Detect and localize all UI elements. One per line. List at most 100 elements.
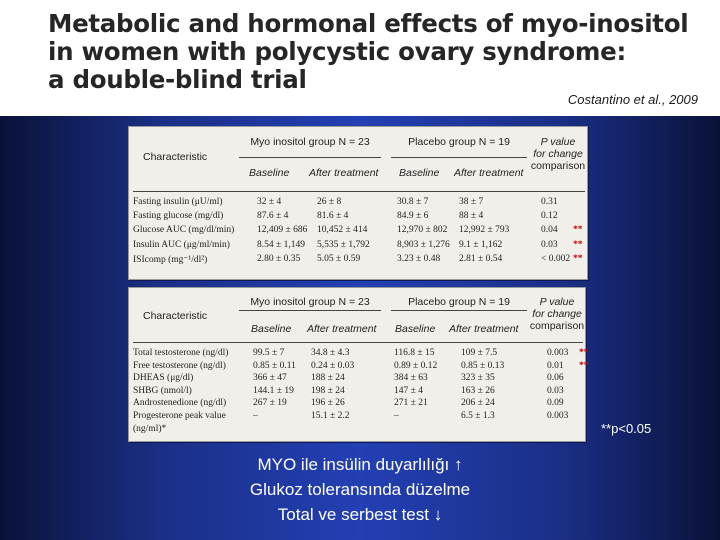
table-cell-myo-base: 8.54 ± 1,149 xyxy=(257,239,305,250)
table-cell-pl-after: 12,992 ± 793 xyxy=(459,225,510,236)
table-cell-myo-after: 188 ± 24 xyxy=(311,373,345,384)
significance-stars: ** xyxy=(579,360,589,371)
table-cell-label: Fasting insulin (μU/ml) xyxy=(133,197,223,207)
table-cell-pl-after: 88 ± 4 xyxy=(459,211,484,222)
table-cell-myo-base: 144.1 ± 19 xyxy=(253,385,294,396)
table-cell-p: 0.03 xyxy=(547,385,564,396)
table-cell-label: Fasting glucose (mg/dl) xyxy=(133,211,224,222)
after-treatment-header: After treatment xyxy=(449,323,519,335)
table-cell-pl-base: 147 ± 4 xyxy=(394,385,423,396)
table-cell-p: 0.003 xyxy=(547,348,569,358)
citation: Costantino et al., 2009 xyxy=(567,92,698,107)
after-treatment-header: After treatment xyxy=(309,167,379,179)
table-cell-myo-after: 196 ± 26 xyxy=(311,398,345,409)
table-cell-myo-after: 0.24 ± 0.03 xyxy=(311,360,355,371)
table-cell-label: Androstenedione (ng/dl) xyxy=(133,398,227,409)
table-cell-pl-base: 271 ± 21 xyxy=(394,398,428,409)
title-line-2: in women with polycystic ovary syndrome: xyxy=(48,37,626,66)
table-cell-myo-base: 267 ± 19 xyxy=(253,398,287,409)
divider xyxy=(133,191,585,192)
table-cell-label: ISIcomp (mg⁻¹/dl²) xyxy=(133,254,208,265)
table-cell-pl-base: 30.8 ± 7 xyxy=(397,197,429,207)
table-cell-pl-after: 323 ± 35 xyxy=(461,373,495,384)
table-cell-myo-after: 81.6 ± 4 xyxy=(317,211,349,222)
table-cell-myo-base: 87.6 ± 4 xyxy=(257,211,289,222)
table-cell-pl-after: 0.85 ± 0.13 xyxy=(461,360,505,371)
table-row: DHEAS (μg/dl) 366 ± 47 188 ± 24 384 ± 63 323… xyxy=(129,373,585,385)
table-cell-p: 0.01 xyxy=(547,360,564,371)
table-row: Glucose AUC (mg/dl/min) 12,409 ± 686 10,45… xyxy=(129,225,587,237)
significance-stars: ** xyxy=(579,348,589,358)
divider xyxy=(239,310,381,311)
baseline-header: Baseline xyxy=(251,323,292,335)
table-cell-pl-after: 9.1 ± 1,162 xyxy=(459,239,503,250)
table-cell-myo-base: 0.85 ± 0.11 xyxy=(253,360,296,371)
arrow-up-icon: ↑ xyxy=(454,455,463,474)
table-cell-pl-after: 6.5 ± 1.3 xyxy=(461,411,495,421)
table-cell-pl-base: 3.23 ± 0.48 xyxy=(397,253,441,264)
title-area: Metabolic and hormonal effects of myo-in… xyxy=(0,0,720,116)
table-cell-p: 0.04 xyxy=(541,225,558,236)
table-cell-label: Total testosterone (ng/dl) xyxy=(133,348,229,358)
table-cell-p: 0.03 xyxy=(541,239,558,250)
table-row: Fasting insulin (μU/ml) 32 ± 4 26 ± 8 30.8 … xyxy=(129,197,587,209)
note-insulin-sensitivity: MYO ile insülin duyarlılığı ↑ xyxy=(210,452,510,477)
table-cell-myo-after: 10,452 ± 414 xyxy=(317,225,368,236)
significance-stars: ** xyxy=(573,253,583,264)
after-treatment-header: After treatment xyxy=(454,167,524,179)
table-cell-myo-after: 34.8 ± 4.3 xyxy=(311,348,350,358)
table-cell-pl-base: – xyxy=(394,411,399,421)
table-cell-p: < 0.002 xyxy=(541,253,571,264)
after-treatment-header: After treatment xyxy=(307,323,377,335)
table-cell-myo-base: 99.5 ± 7 xyxy=(253,348,285,358)
title-line-3: a double-blind trial xyxy=(48,65,307,94)
table-cell-myo-base: – xyxy=(253,411,258,421)
table-row: Free testosterone (ng/dl) 0.85 ± 0.11 0.24… xyxy=(129,360,589,373)
myo-group-header: Myo inositol group N = 23 xyxy=(250,136,370,148)
table-cell-myo-base: 366 ± 47 xyxy=(253,373,287,384)
table-row: Androstenedione (ng/dl) 267 ± 19 196 ± 26 2… xyxy=(129,398,585,410)
note-testosterone: Total ve serbest test ↓ xyxy=(210,502,510,527)
summary-notes: MYO ile insülin duyarlılığı ↑ Glukoz tol… xyxy=(210,452,510,527)
table-cell-pl-base: 116.8 ± 15 xyxy=(394,348,435,358)
title-line-1: Metabolic and hormonal effects of myo-in… xyxy=(48,9,689,38)
table-row: Progesterone peak value – 15.1 ± 2.2 – 6.5 ±… xyxy=(129,411,585,423)
metabolic-table: Characteristic Myo inositol group N = 23… xyxy=(128,126,588,280)
slide-title: Metabolic and hormonal effects of myo-in… xyxy=(48,10,708,94)
table-cell-myo-after: 5,535 ± 1,792 xyxy=(317,239,370,250)
baseline-header: Baseline xyxy=(395,323,436,335)
divider xyxy=(391,157,527,158)
table-cell-p: 0.06 xyxy=(547,373,564,384)
arrow-down-icon: ↓ xyxy=(433,505,443,524)
table-cell-myo-after: 198 ± 24 xyxy=(311,385,345,396)
table-cell-pl-base: 0.89 ± 0.12 xyxy=(394,360,438,371)
placebo-group-header: Placebo group N = 19 xyxy=(408,136,510,148)
table-cell-myo-after: 5.05 ± 0.59 xyxy=(317,253,361,264)
table-row: ISIcomp (mg⁻¹/dl²) 2.80 ± 0.35 5.05 ± 0.59… xyxy=(129,254,587,266)
table-cell-label: Glucose AUC (mg/dl/min) xyxy=(133,225,235,236)
table-cell-p: 0.12 xyxy=(541,211,558,222)
baseline-header: Baseline xyxy=(399,167,440,179)
table-cell-label: Progesterone peak value xyxy=(133,411,226,421)
table-cell-p: 0.003 xyxy=(547,411,569,421)
table-cell-myo-base: 2.80 ± 0.35 xyxy=(257,253,301,264)
table-cell-pl-after: 109 ± 7.5 xyxy=(461,348,498,358)
divider xyxy=(239,157,381,158)
table-row: SHBG (nmol/l) 144.1 ± 19 198 ± 24 147 ± 4 16… xyxy=(129,386,585,398)
table-cell-pl-after: 38 ± 7 xyxy=(459,197,484,207)
table-row: Insulin AUC (μg/ml/min) 8.54 ± 1,149 5,535… xyxy=(129,240,587,252)
significance-footnote: **p<0.05 xyxy=(601,421,652,436)
table-cell-label: Insulin AUC (μg/ml/min) xyxy=(133,239,230,250)
table-cell-pl-after: 2.81 ± 0.54 xyxy=(459,253,503,264)
table-characteristic-header: Characteristic xyxy=(143,310,208,322)
table-row: (ng/ml)* xyxy=(129,424,585,436)
myo-group-header: Myo inositol group N = 23 xyxy=(250,296,370,308)
table-cell-myo-after: 26 ± 8 xyxy=(317,197,342,207)
baseline-header: Baseline xyxy=(249,167,290,179)
table-cell-myo-base: 12,409 ± 686 xyxy=(257,225,308,236)
table-cell-pl-base: 384 ± 63 xyxy=(394,373,428,384)
table-cell-pl-after: 163 ± 26 xyxy=(461,385,495,396)
divider xyxy=(391,310,527,311)
placebo-group-header: Placebo group N = 19 xyxy=(408,296,510,308)
hormonal-table: Characteristic Myo inositol group N = 23… xyxy=(128,287,589,442)
